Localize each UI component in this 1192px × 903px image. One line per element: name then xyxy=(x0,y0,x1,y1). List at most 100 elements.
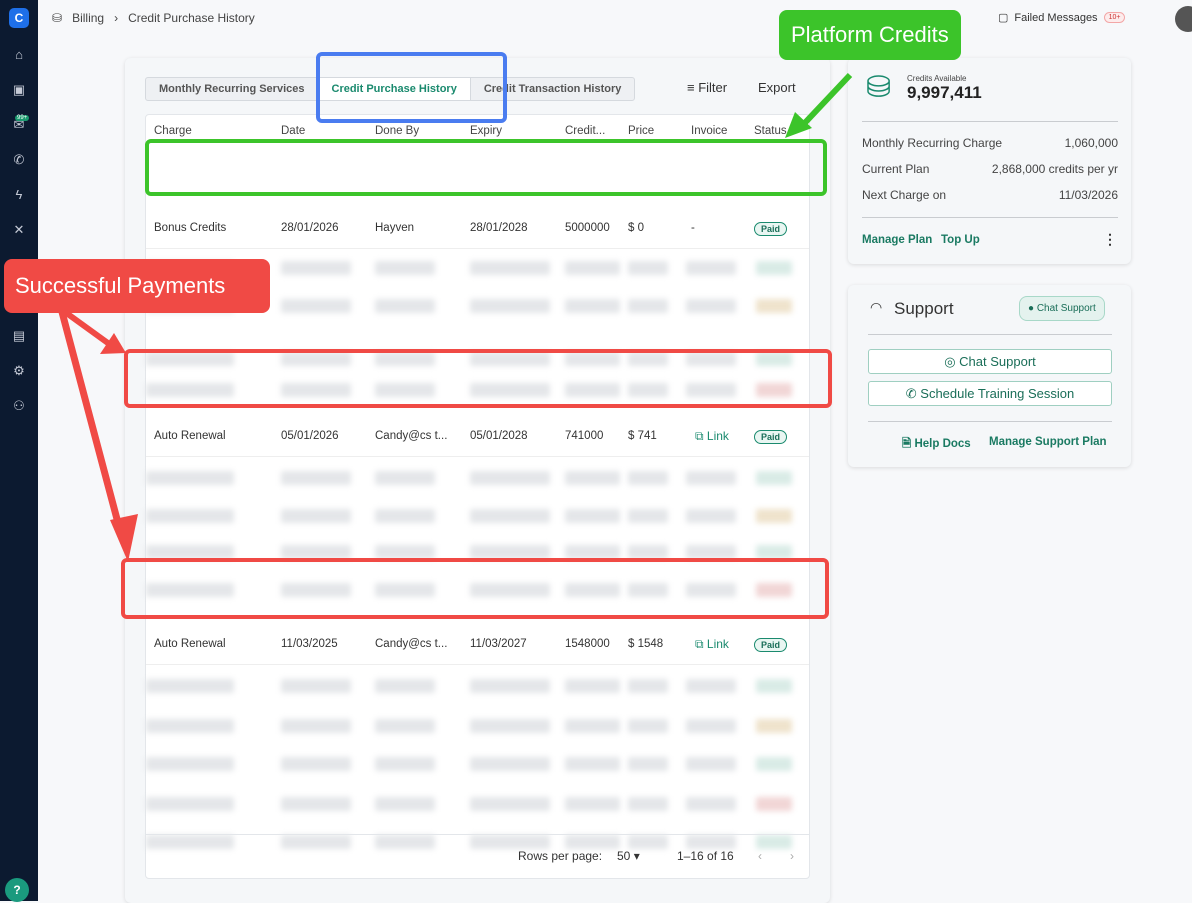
prev-page-icon[interactable]: ‹ xyxy=(758,849,762,863)
redacted-cell xyxy=(470,299,550,313)
rows-per-page-value: 50 xyxy=(617,849,631,863)
failed-messages-label: Failed Messages xyxy=(1014,11,1098,24)
redacted-cell xyxy=(470,679,550,693)
invoice-link-label: Link xyxy=(706,429,729,443)
credits-value: 9,997,411 xyxy=(907,83,982,102)
marketplace-icon[interactable]: ▤ xyxy=(12,328,26,343)
tab-credit-transaction-history[interactable]: Credit Transaction History xyxy=(483,83,622,95)
help-docs-label: Help Docs xyxy=(914,438,971,450)
col-credits[interactable]: Credit... xyxy=(565,125,606,137)
rows-per-page-select[interactable]: 50 ▾ xyxy=(617,849,640,863)
top-up-link[interactable]: Top Up xyxy=(941,234,980,246)
settings-icon[interactable]: ⚙ xyxy=(13,363,25,378)
invoice-link[interactable]: ⧉ Link xyxy=(695,429,729,444)
export-button[interactable]: Export xyxy=(758,80,796,95)
col-charge[interactable]: Charge xyxy=(154,125,192,137)
redacted-cell xyxy=(281,797,351,811)
redacted-cell xyxy=(375,545,435,559)
more-options-icon[interactable]: ⋮ xyxy=(1103,231,1117,247)
tab-credit-purchase-history[interactable]: Credit Purchase History xyxy=(318,78,471,100)
help-icon[interactable]: ? xyxy=(5,878,29,902)
whatsapp-icon: ◎ xyxy=(944,354,960,369)
schedule-training-label: Schedule Training Session xyxy=(920,386,1075,401)
credits-card: ⛁ Credits Available 9,997,411 Monthly Re… xyxy=(848,58,1131,264)
tabs: Monthly Recurring Services Credit Purcha… xyxy=(145,77,636,101)
cell-expiry: 05/01/2028 xyxy=(470,430,528,442)
help-docs-link[interactable]: 🗎 Help Docs xyxy=(902,436,971,455)
redacted-cell xyxy=(756,299,792,313)
home-icon[interactable]: ⌂ xyxy=(15,47,23,62)
contacts-icon[interactable]: ▣ xyxy=(12,82,26,97)
col-expiry[interactable]: Expiry xyxy=(470,125,502,137)
cell-charge: Auto Renewal xyxy=(154,430,226,442)
redacted-cell xyxy=(628,509,668,523)
breadcrumb-billing[interactable]: Billing xyxy=(72,11,105,25)
plan-label: Current Plan xyxy=(862,162,930,176)
col-date[interactable]: Date xyxy=(281,125,306,137)
current-plan-row: Current Plan 2,868,000 credits per yr xyxy=(862,162,1118,176)
app-logo[interactable]: C xyxy=(9,8,29,28)
cell-invoice: - xyxy=(691,222,695,234)
manage-support-plan-link[interactable]: Manage Support Plan xyxy=(989,436,1107,448)
redacted-cell xyxy=(686,352,736,366)
redacted-cell xyxy=(756,383,792,397)
redacted-cell xyxy=(628,545,668,559)
cell-done-by: Candy@cs t... xyxy=(375,430,448,442)
redacted-cell xyxy=(686,583,736,597)
green-arrow xyxy=(797,72,853,131)
topbar: ⛁ Billing › Credit Purchase History ▢ Fa… xyxy=(38,0,1192,36)
coins-stack-icon: ⛁ xyxy=(866,71,892,104)
next-charge-row: Next Charge on 11/03/2026 xyxy=(862,188,1118,202)
redacted-cell xyxy=(565,797,620,811)
redacted-cell xyxy=(628,679,668,693)
headset-icon: ◠ xyxy=(870,299,883,315)
red-arrow-head xyxy=(100,333,126,354)
filter-button[interactable]: ≡ Filter xyxy=(687,80,727,95)
redacted-cell xyxy=(281,299,351,313)
page-range: 1–16 of 16 xyxy=(677,849,734,863)
cell-done-by: Hayven xyxy=(375,222,414,234)
redacted-cell xyxy=(686,797,736,811)
table-row[interactable]: Auto Renewal 05/01/2026 Candy@cs t... 05… xyxy=(146,417,809,457)
redacted-cell xyxy=(686,261,736,275)
status-badge: Paid xyxy=(754,638,788,652)
col-status[interactable]: Status xyxy=(754,125,787,137)
redacted-cell xyxy=(375,719,435,733)
annotation-red-box xyxy=(124,349,832,408)
redacted-cell xyxy=(756,261,792,275)
redacted-cell xyxy=(628,299,668,313)
invoice-link[interactable]: ⧉ Link xyxy=(695,637,729,652)
team-icon[interactable]: ⚇ xyxy=(13,398,25,413)
table-row[interactable]: Auto Renewal 11/03/2025 Candy@cs t... 11… xyxy=(146,625,809,665)
automation-icon[interactable]: ϟ xyxy=(15,187,23,202)
col-invoice[interactable]: Invoice xyxy=(691,125,728,137)
divider xyxy=(862,217,1118,218)
credits-label: Credits Available xyxy=(907,74,967,83)
phone-icon[interactable]: ✆ xyxy=(13,152,25,167)
database-icon: ⛁ xyxy=(52,11,63,25)
tools-icon[interactable]: ✕ xyxy=(13,222,25,237)
redacted-cell xyxy=(281,583,351,597)
monthly-label: Monthly Recurring Charge xyxy=(862,136,1003,150)
next-page-icon[interactable]: › xyxy=(790,849,794,863)
failed-messages[interactable]: ▢ Failed Messages 10+ xyxy=(998,11,1126,24)
schedule-training-button[interactable]: ✆ Schedule Training Session xyxy=(868,381,1112,406)
chevron-right-icon: › xyxy=(114,11,119,25)
redacted-cell xyxy=(375,835,435,849)
redacted-cell xyxy=(686,719,736,733)
breadcrumb-current: Credit Purchase History xyxy=(128,11,255,25)
pagination: Rows per page: 50 ▾ 1–16 of 16 ‹ › xyxy=(146,834,809,878)
redacted-cell xyxy=(565,352,620,366)
red-arrow xyxy=(58,311,126,539)
col-price[interactable]: Price xyxy=(628,125,655,137)
sidebar: C ⌂ ▣ ✉ 99+ ✆ ϟ ✕ ▤ ⚙ ⚇ ? xyxy=(0,0,38,902)
table-row[interactable]: Bonus Credits 28/01/2026 Hayven 28/01/20… xyxy=(146,209,809,249)
redacted-cell xyxy=(756,757,792,771)
col-done-by[interactable]: Done By xyxy=(375,125,420,137)
avatar[interactable] xyxy=(1175,6,1192,32)
chat-support-button[interactable]: ◎ Chat Support xyxy=(868,349,1112,374)
inbox-icon[interactable]: ✉ xyxy=(13,117,25,132)
manage-plan-link[interactable]: Manage Plan xyxy=(862,234,933,246)
redacted-cell xyxy=(146,545,234,559)
